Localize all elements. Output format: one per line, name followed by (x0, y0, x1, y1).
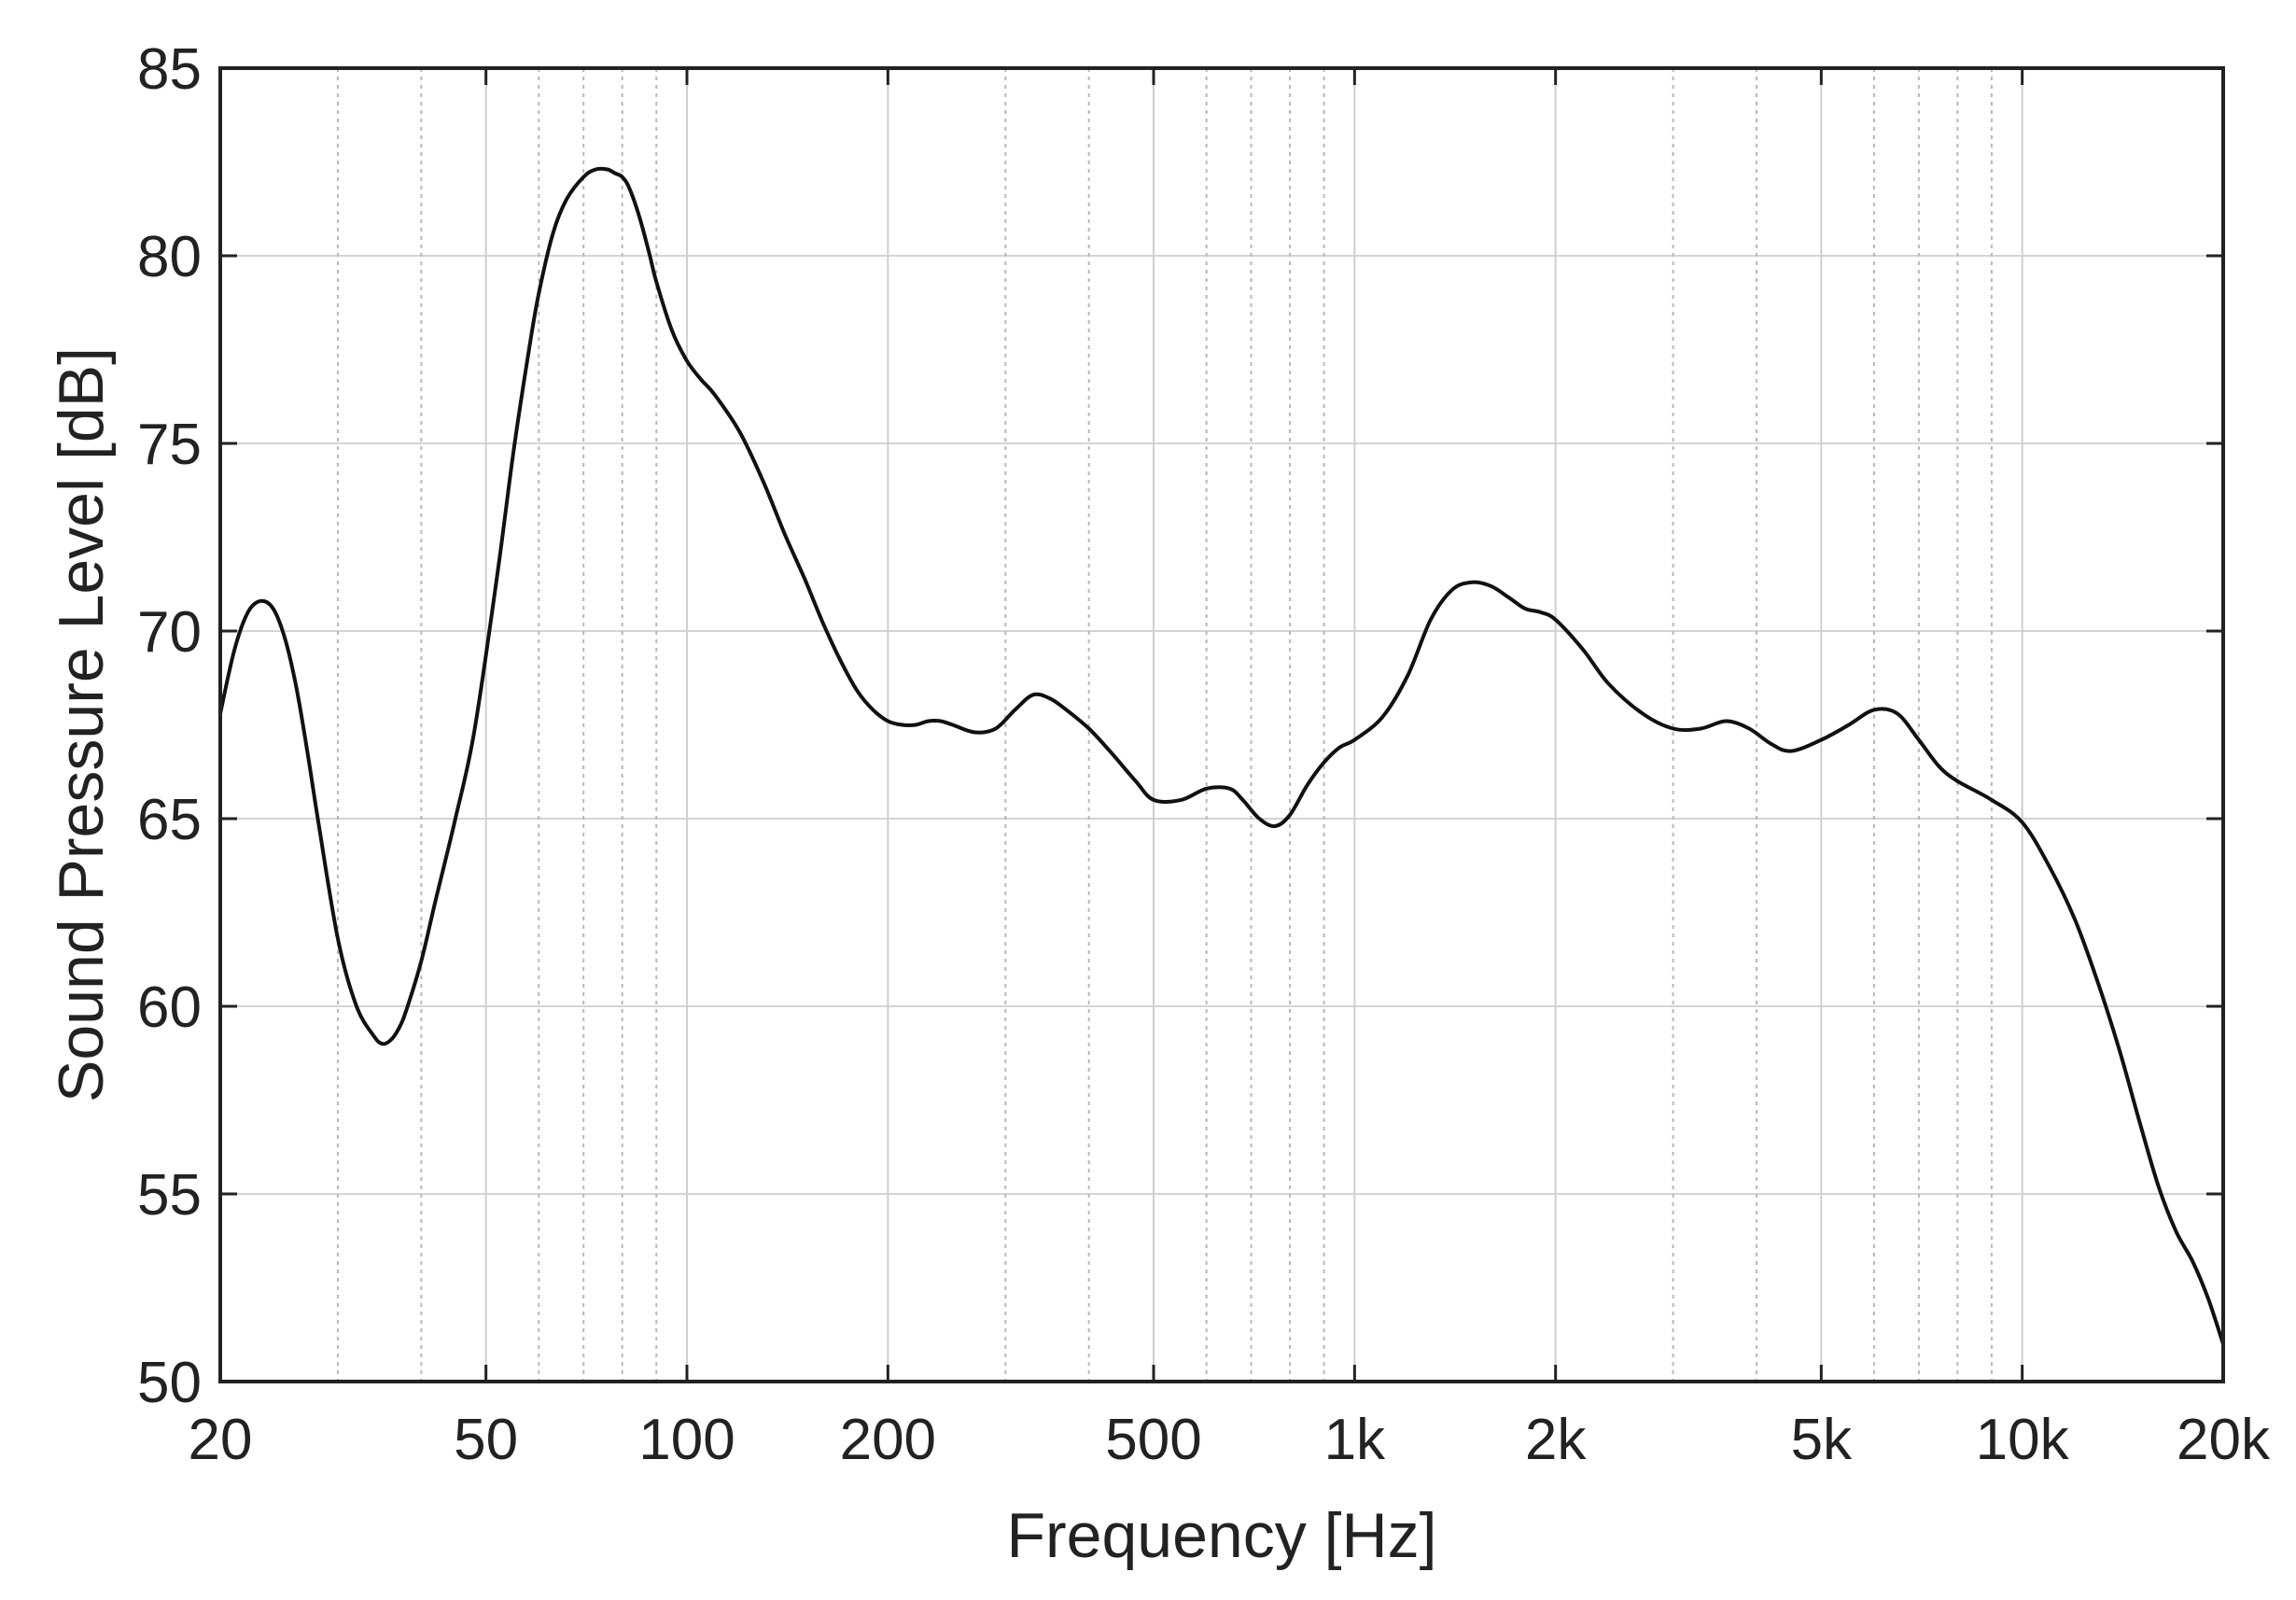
y-axis-label: Sound Pressure Level [dB] (46, 347, 117, 1102)
x-axis-label: Frequency [Hz] (1006, 1500, 1436, 1571)
spl-series-line (218, 166, 2225, 1345)
x-tick-label: 200 (840, 1408, 936, 1472)
grid-lines (220, 68, 2223, 1382)
x-tick-label: 10k (1976, 1408, 2070, 1472)
x-tick-label: 50 (454, 1408, 518, 1472)
y-tick-label: 50 (137, 1351, 202, 1415)
x-tick-label: 1k (1324, 1408, 1386, 1472)
x-tick-label: 2k (1525, 1408, 1587, 1472)
x-tick-label: 500 (1105, 1408, 1201, 1472)
y-tick-label: 55 (137, 1163, 202, 1228)
x-tick-label: 20 (189, 1408, 253, 1472)
y-tick-label: 60 (137, 975, 202, 1040)
y-tick-label: 65 (137, 788, 202, 852)
x-tick-label: 100 (638, 1408, 735, 1472)
x-tick-labels: 20 50 100 200 500 1k 2k 5k 10k 20k (189, 1408, 2271, 1472)
y-tick-label: 75 (137, 413, 202, 477)
y-tick-label: 85 (137, 37, 202, 102)
axis-ticks (218, 66, 2225, 1383)
y-tick-labels: 50 55 60 65 70 75 80 85 (137, 37, 202, 1415)
y-tick-label: 70 (137, 600, 202, 665)
x-tick-label: 20k (2177, 1408, 2271, 1472)
x-tick-label: 5k (1791, 1408, 1853, 1472)
plot-frame (218, 66, 2225, 1383)
series-layer (218, 166, 2225, 1345)
y-tick-label: 80 (137, 225, 202, 289)
